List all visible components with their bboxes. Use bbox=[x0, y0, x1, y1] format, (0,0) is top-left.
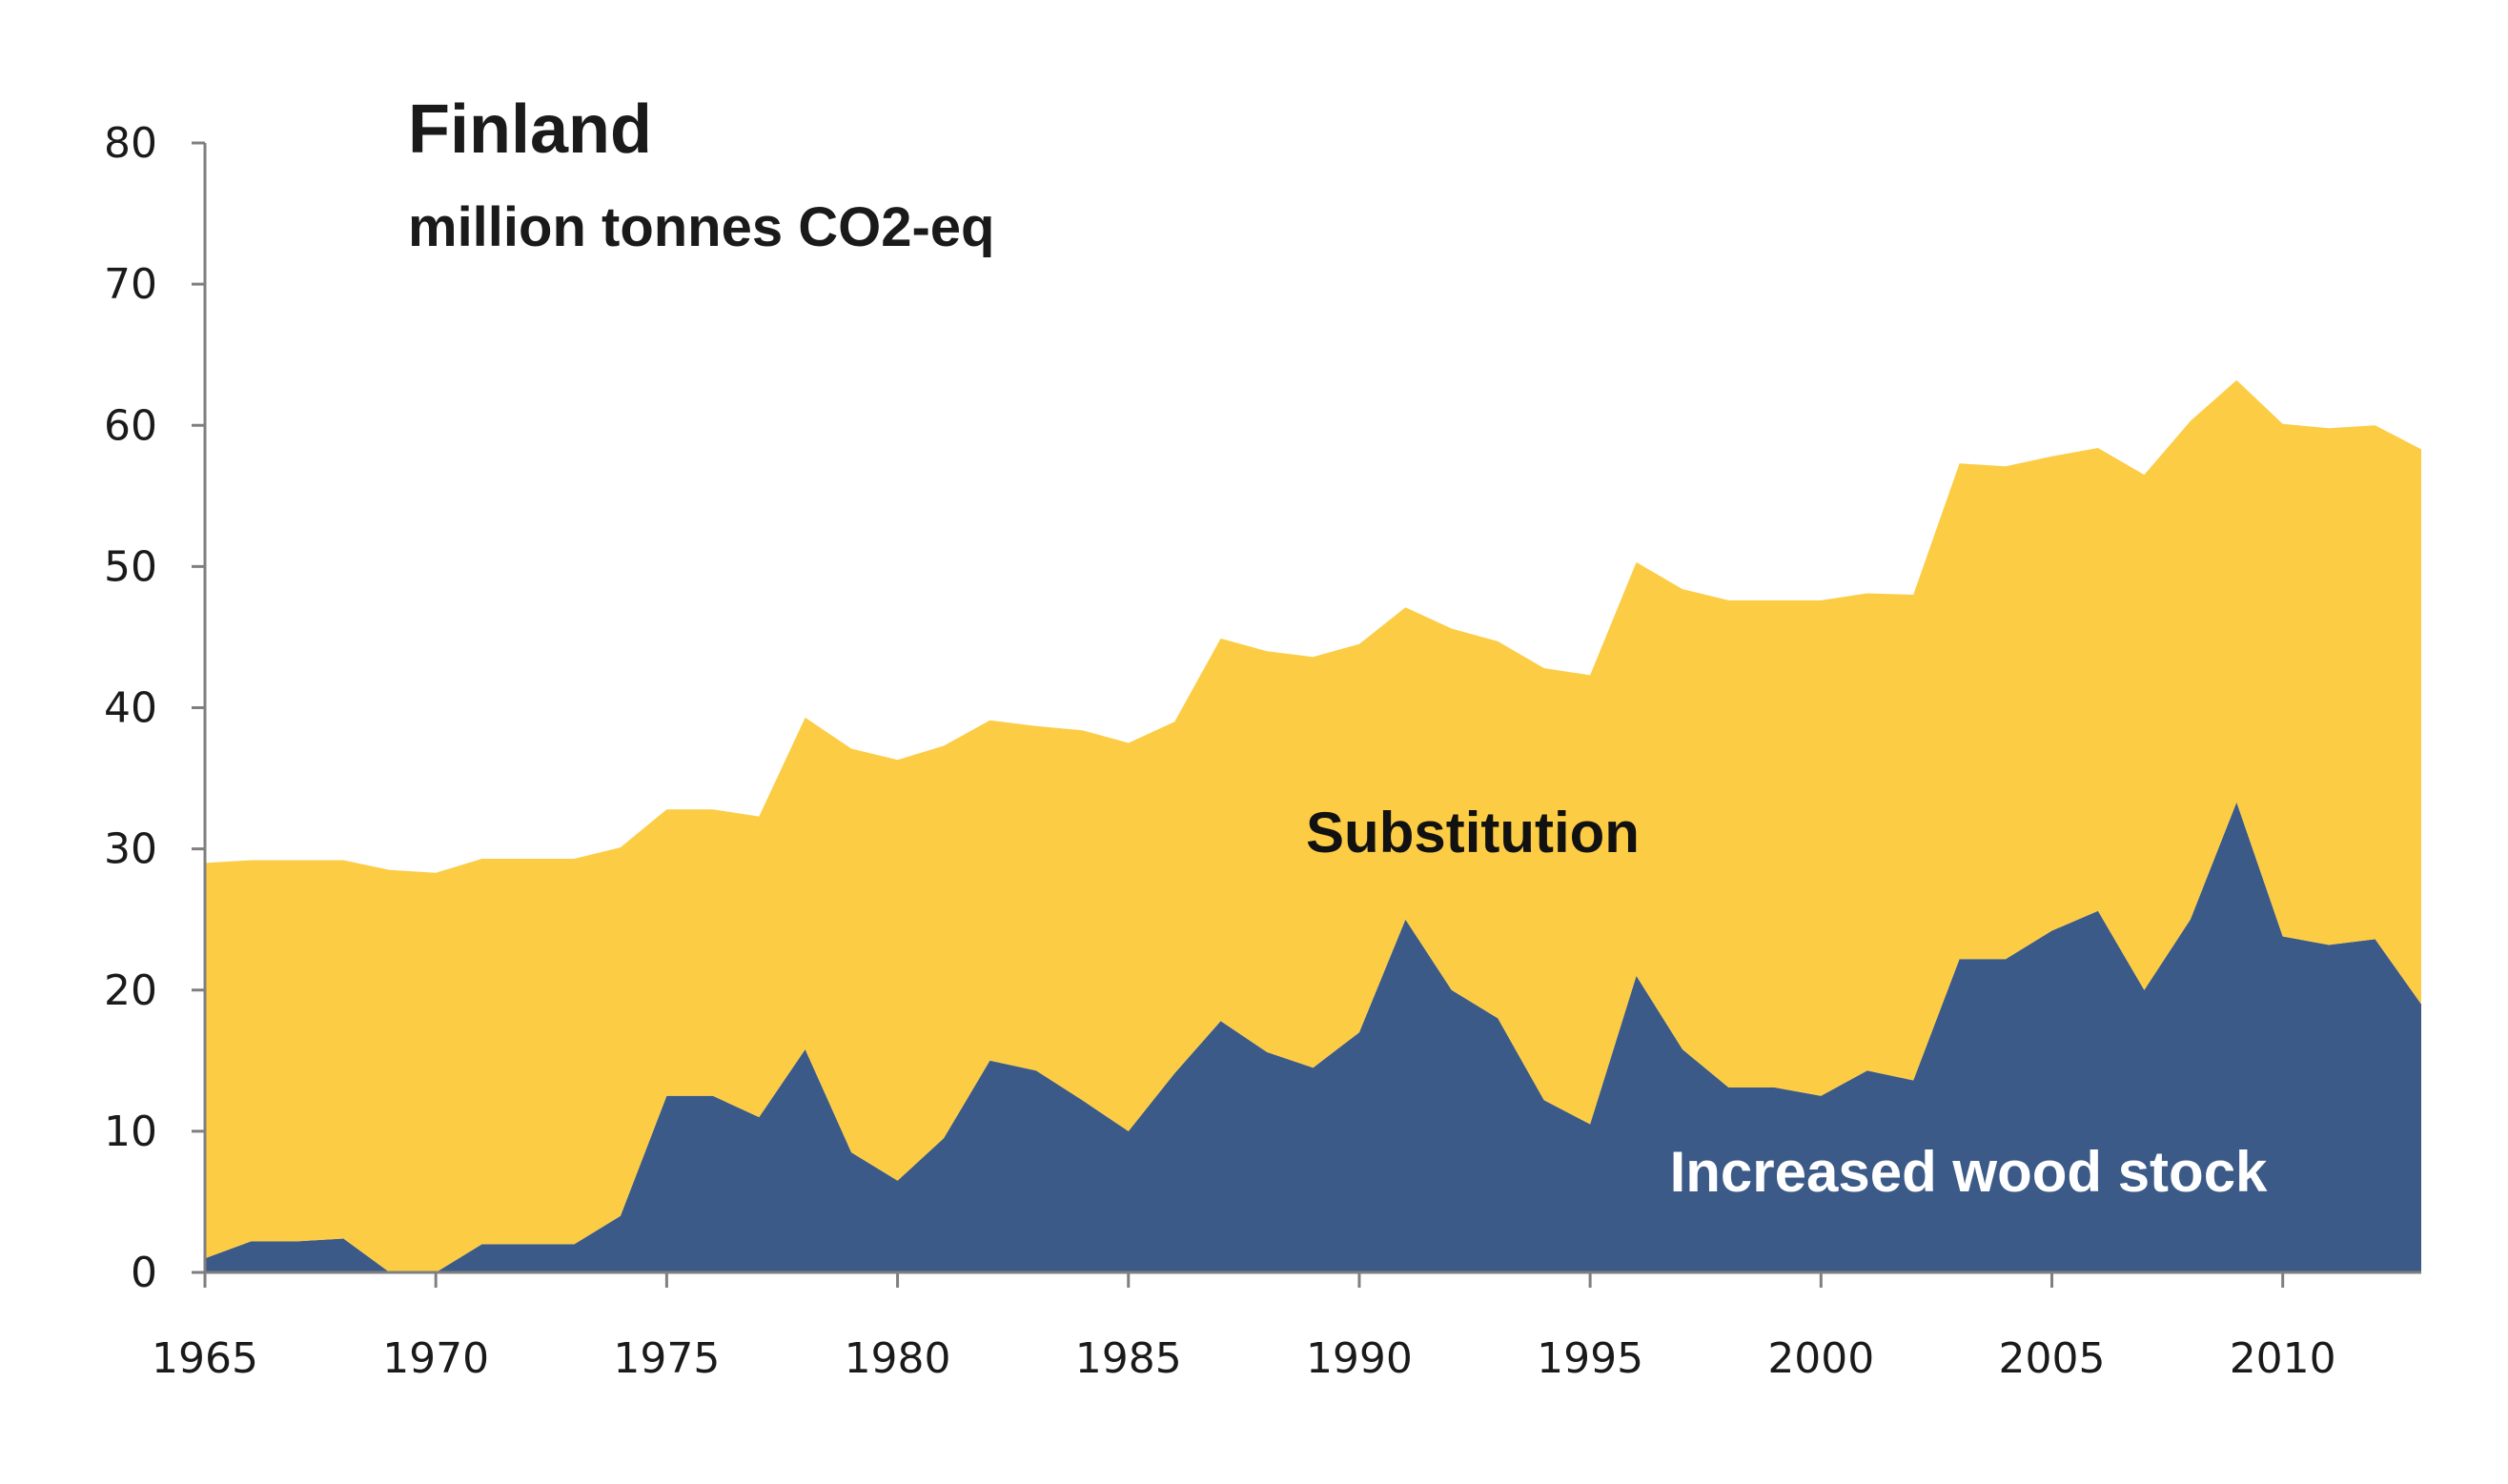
x-ticks: 1965 1970 1975 1980 1985 1990 1995 2000 2005 2010 bbox=[152, 1272, 2336, 1383]
area-series-group bbox=[205, 379, 2421, 1272]
x-tick-label: 2010 bbox=[2230, 1334, 2336, 1383]
y-tick-label: 60 bbox=[104, 401, 157, 450]
x-tick-label: 1990 bbox=[1306, 1334, 1413, 1383]
chart-title: Finland bbox=[408, 91, 652, 168]
y-tick-label: 50 bbox=[104, 542, 157, 591]
x-tick-label: 1975 bbox=[613, 1334, 720, 1383]
x-tick-label: 1970 bbox=[382, 1334, 489, 1383]
x-tick-label: 1985 bbox=[1075, 1334, 1182, 1383]
x-tick-label: 1965 bbox=[152, 1334, 258, 1383]
x-tick-label: 2005 bbox=[1999, 1334, 2106, 1383]
series-label-substitution: Substitution bbox=[1306, 801, 1640, 864]
y-ticks: 0 10 20 30 40 50 60 70 80 bbox=[104, 119, 205, 1297]
y-tick-label: 70 bbox=[104, 260, 157, 309]
y-tick-label: 0 bbox=[131, 1249, 157, 1297]
area-increased-wood-stock bbox=[205, 802, 2421, 1272]
y-tick-label: 10 bbox=[104, 1108, 157, 1156]
y-tick-label: 30 bbox=[104, 825, 157, 874]
chart-subtitle: million tonnes CO2-eq bbox=[408, 196, 995, 258]
y-tick-label: 20 bbox=[104, 966, 157, 1015]
series-label-increased-wood-stock: Increased wood stock bbox=[1670, 1140, 2268, 1204]
x-tick-label: 2000 bbox=[1767, 1334, 1874, 1383]
x-tick-label: 1995 bbox=[1537, 1334, 1643, 1383]
y-tick-label: 40 bbox=[104, 684, 157, 733]
x-tick-label: 1980 bbox=[845, 1334, 951, 1383]
area-substitution bbox=[205, 379, 2421, 1272]
y-tick-label: 80 bbox=[104, 119, 157, 168]
